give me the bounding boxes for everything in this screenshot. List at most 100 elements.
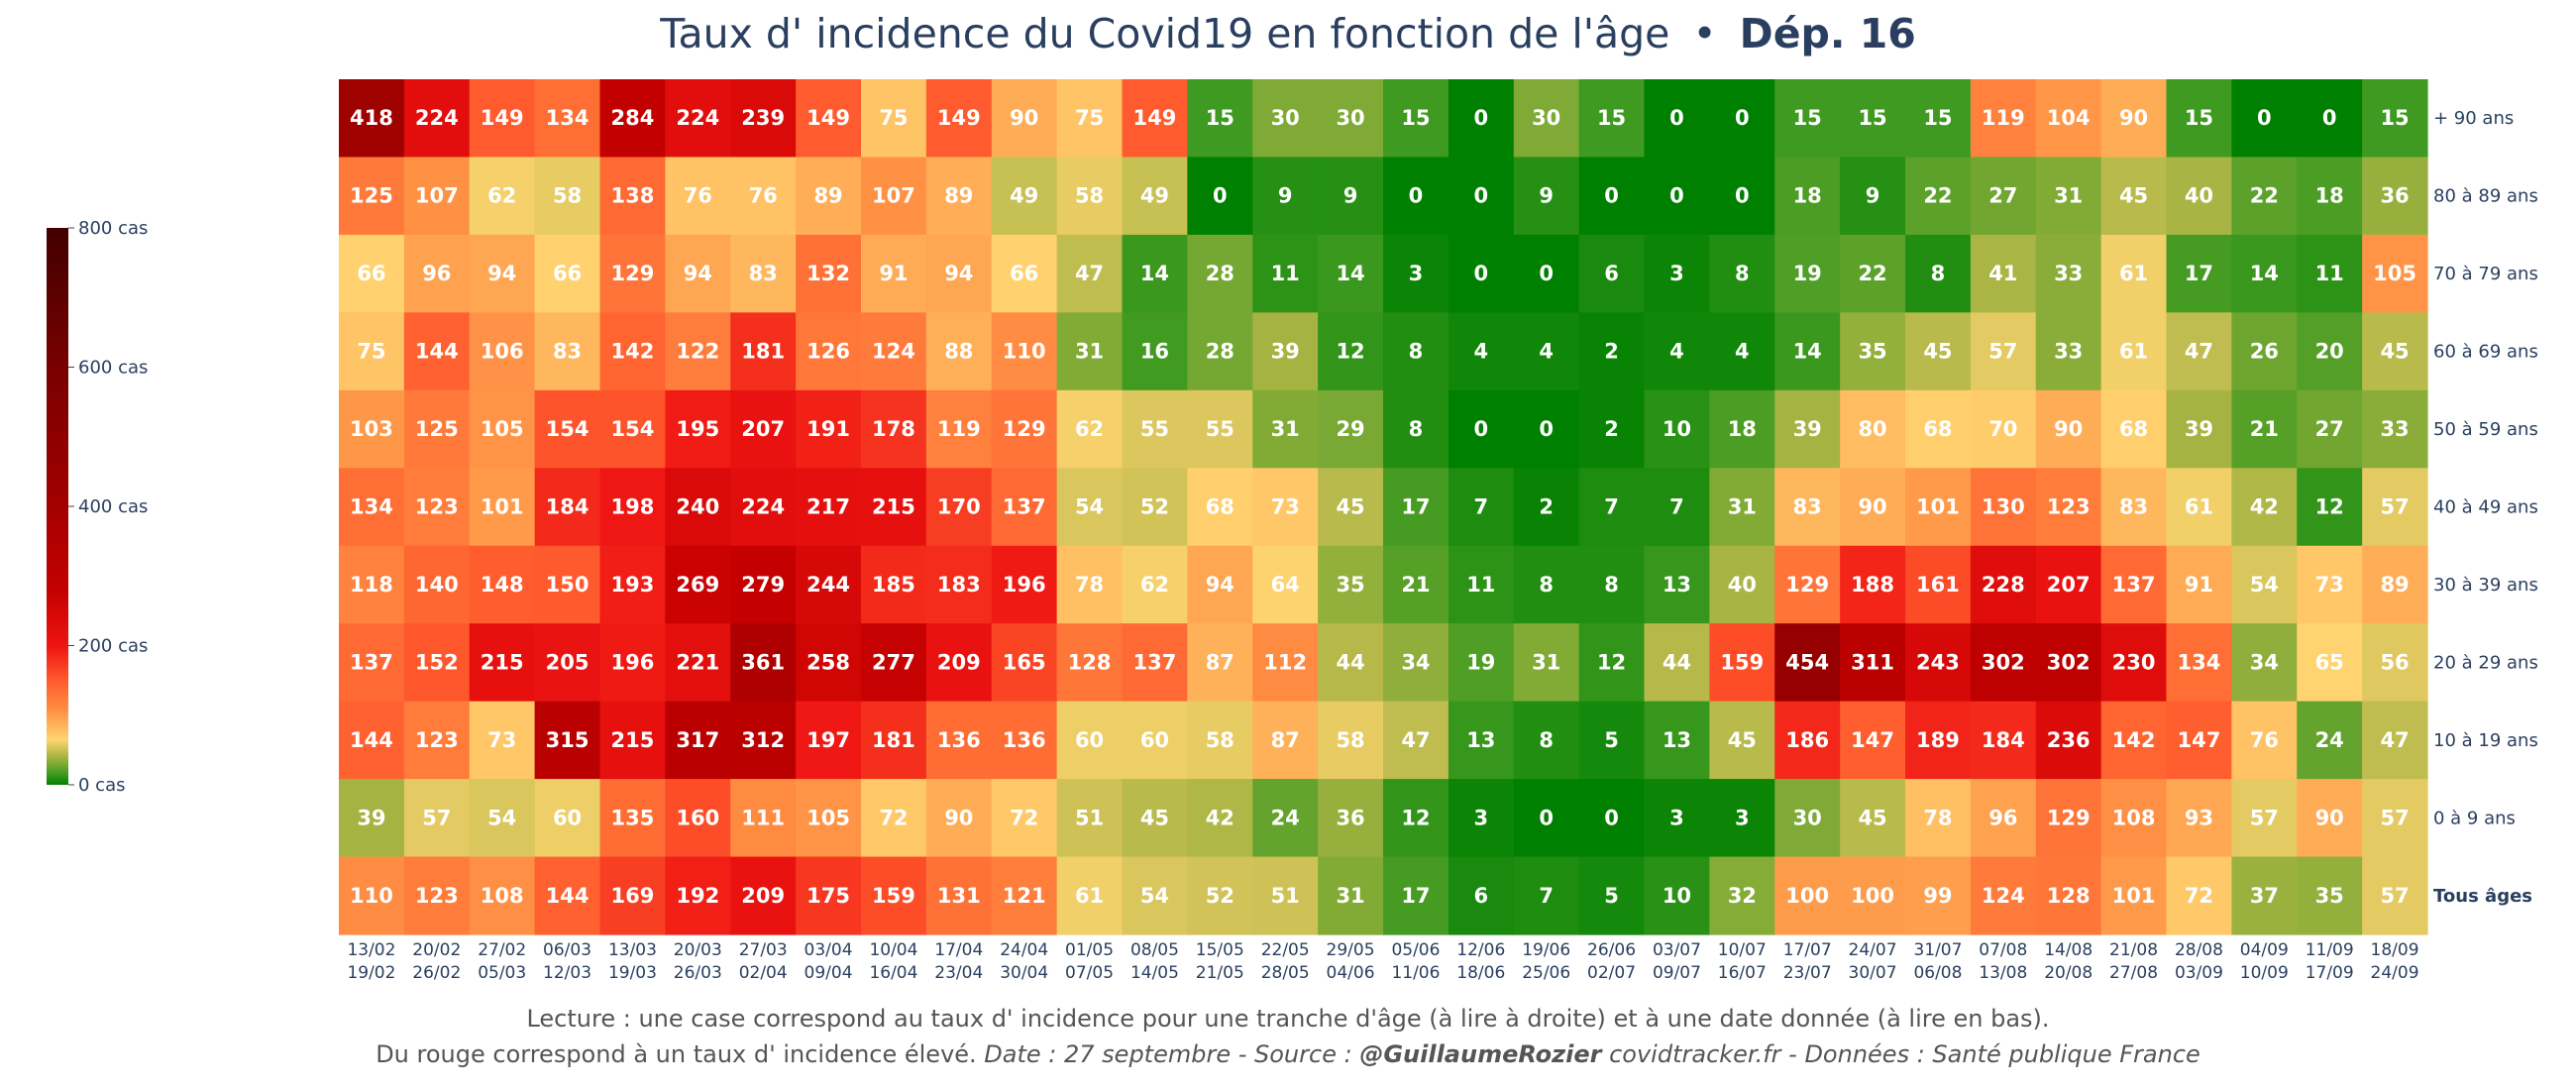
- heatmap-cell-label: 75: [357, 340, 385, 364]
- heatmap-cell: [2035, 389, 2102, 469]
- heatmap-cell-label: 73: [2315, 573, 2344, 597]
- heatmap-cell: [1905, 234, 1972, 313]
- heatmap-cell-label: 93: [2185, 806, 2213, 829]
- heatmap-cell: [665, 779, 731, 858]
- column-label-end: 30/04: [1000, 963, 1048, 983]
- heatmap-cell: [403, 545, 471, 624]
- heatmap-cell-label: 198: [611, 495, 655, 519]
- heatmap-cell-label: 148: [481, 573, 524, 597]
- heatmap-cell: [730, 389, 797, 469]
- heatmap-cell: [1970, 312, 2037, 391]
- heatmap-cell-label: 58: [1206, 728, 1234, 752]
- heatmap-cell-label: 14: [1336, 262, 1364, 285]
- column-label-start: 15/05: [1196, 940, 1244, 960]
- heatmap-cell-label: 243: [1916, 650, 1960, 674]
- heatmap-cell: [2100, 79, 2168, 159]
- heatmap-cell-label: 76: [684, 184, 712, 208]
- heatmap-cell-label: 149: [937, 106, 981, 130]
- heatmap-cell: [2100, 856, 2168, 935]
- column-label-end: 26/02: [412, 963, 461, 983]
- column-label-start: 19/06: [1522, 940, 1570, 960]
- heatmap-cell: [925, 856, 993, 935]
- heatmap-cell-label: 311: [1851, 650, 1894, 674]
- heatmap-cell-label: 137: [2112, 573, 2156, 597]
- column-label-end: 21/05: [1196, 963, 1244, 983]
- heatmap-cell: [796, 157, 862, 236]
- heatmap-cell: [665, 856, 731, 935]
- heatmap-cell: [469, 312, 536, 391]
- heatmap-cell-label: 62: [1140, 573, 1169, 597]
- heatmap-cell-label: 191: [806, 417, 850, 441]
- heatmap-cell-label: 119: [1982, 106, 2025, 130]
- heatmap-cell-label: 111: [741, 806, 785, 829]
- heatmap-cell-label: 94: [1206, 573, 1234, 597]
- heatmap-cell-label: 136: [1003, 728, 1046, 752]
- heatmap-cell-label: 57: [2380, 495, 2409, 519]
- heatmap-cell: [403, 234, 471, 313]
- heatmap-cell: [1187, 389, 1253, 469]
- row-label: 0 à 9 ans: [2433, 808, 2516, 828]
- heatmap-cell: [2297, 623, 2363, 703]
- heatmap-cell-label: 192: [676, 884, 719, 908]
- column-label-start: 03/04: [805, 940, 853, 960]
- heatmap-cell-label: 221: [676, 650, 719, 674]
- heatmap-cell: [796, 545, 862, 624]
- heatmap-cell-label: 31: [2054, 184, 2083, 208]
- heatmap-cell-label: 5: [1604, 884, 1619, 908]
- heatmap-cell-label: 42: [2250, 495, 2279, 519]
- heatmap-cell-label: 78: [1923, 806, 1952, 829]
- heatmap-cell: [1187, 856, 1253, 935]
- heatmap-cell: [1383, 468, 1449, 547]
- heatmap-cell-label: 4: [1735, 340, 1750, 364]
- heatmap-cell-label: 279: [741, 573, 785, 597]
- heatmap-cell: [2166, 779, 2232, 858]
- heatmap-cell: [1056, 779, 1124, 858]
- heatmap-cell: [599, 545, 666, 624]
- heatmap-cell-label: 88: [944, 340, 973, 364]
- heatmap-cell-label: 181: [872, 728, 915, 752]
- heatmap-cell-label: 90: [1858, 495, 1886, 519]
- heatmap-cell-label: 30: [1793, 806, 1822, 829]
- heatmap-cell: [1644, 468, 1710, 547]
- heatmap-cell-label: 8: [1409, 340, 1424, 364]
- chart-title-department: Dép. 16: [1740, 10, 1916, 57]
- heatmap-cell: [1774, 234, 1841, 313]
- heatmap-cell-label: 15: [1858, 106, 1886, 130]
- heatmap-cell-label: 2: [1604, 340, 1619, 364]
- heatmap-cell-label: 33: [2380, 417, 2409, 441]
- heatmap-cell: [925, 545, 993, 624]
- heatmap-cell: [665, 312, 731, 391]
- heatmap-cell-label: 37: [2250, 884, 2279, 908]
- column-label-end: 26/03: [674, 963, 722, 983]
- heatmap-cell: [2100, 312, 2168, 391]
- heatmap-cell: [2035, 545, 2102, 624]
- heatmap-cell-label: 122: [676, 340, 719, 364]
- heatmap-cell-label: 30: [1271, 106, 1300, 130]
- heatmap-cell-label: 418: [350, 106, 393, 130]
- row-label: 70 à 79 ans: [2433, 264, 2538, 284]
- row-label: 60 à 69 ans: [2433, 342, 2538, 363]
- column-label-start: 24/04: [1000, 940, 1048, 960]
- heatmap-cell-label: 47: [1401, 728, 1430, 752]
- heatmap-cell: [861, 234, 927, 313]
- heatmap-cell-label: 35: [1336, 573, 1364, 597]
- column-label-end: 23/04: [934, 963, 983, 983]
- heatmap-cell-label: 207: [2047, 573, 2091, 597]
- column-label-start: 03/07: [1653, 940, 1701, 960]
- heatmap-cell: [534, 779, 601, 858]
- heatmap-cell-label: 121: [1003, 884, 1046, 908]
- heatmap-cell-label: 10: [1663, 417, 1691, 441]
- footer-author: @GuillaumeRozier: [1359, 1040, 1603, 1068]
- heatmap-cell-label: 15: [1923, 106, 1952, 130]
- heatmap-cell-label: 56: [2380, 650, 2409, 674]
- column-label-start: 13/02: [347, 940, 395, 960]
- heatmap-cell: [339, 79, 405, 159]
- heatmap-cell-label: 57: [2380, 884, 2409, 908]
- heatmap-cell: [1578, 468, 1646, 547]
- heatmap-cell-label: 21: [1401, 573, 1430, 597]
- heatmap-cell: [1252, 157, 1319, 236]
- heatmap-cell: [1187, 234, 1253, 313]
- heatmap-cell-label: 134: [2178, 650, 2221, 674]
- heatmap-cell: [991, 79, 1058, 159]
- heatmap-cell: [1122, 468, 1188, 547]
